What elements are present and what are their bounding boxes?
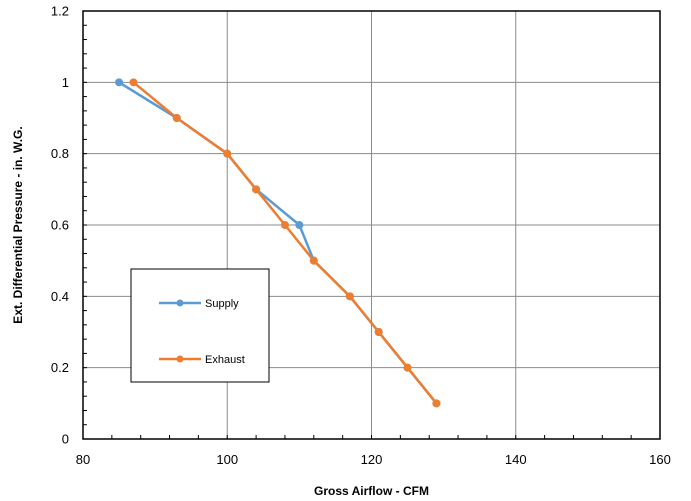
- series-exhaust: [129, 78, 441, 408]
- x-tick-label: 80: [76, 452, 90, 467]
- legend-box: [130, 268, 270, 383]
- exhaust-point: [309, 256, 318, 265]
- exhaust-point: [345, 292, 354, 301]
- supply-point: [295, 221, 304, 229]
- legend: Supply Exhaust: [130, 268, 270, 383]
- x-tick-label: 100: [216, 452, 238, 467]
- exhaust-line: [132, 81, 438, 405]
- x-tick-label: 160: [649, 452, 671, 467]
- y-tick-label: 1: [62, 75, 69, 90]
- exhaust-point: [223, 149, 232, 158]
- legend-label: Supply: [205, 298, 239, 310]
- y-tick-label: 0.8: [51, 146, 69, 161]
- y-tick-label: 0: [62, 432, 69, 447]
- y-tick-label: 1.2: [51, 4, 69, 19]
- exhaust-point: [374, 328, 383, 336]
- y-tick-label: 0.2: [51, 360, 69, 375]
- series-layer: [115, 78, 441, 408]
- exhaust-point: [280, 221, 289, 229]
- exhaust-point: [403, 363, 412, 372]
- x-tick-labels: 80 100 120 140 160: [76, 452, 671, 467]
- legend-swatch-marker: [176, 355, 184, 363]
- exhaust-point: [432, 399, 441, 408]
- exhaust-point: [129, 78, 138, 87]
- minor-ticks: [82, 10, 661, 440]
- y-tick-label: 0.4: [51, 289, 69, 304]
- exhaust-point: [172, 114, 181, 122]
- legend-label: Exhaust: [205, 354, 245, 366]
- y-axis-title: Ext. Differential Pressure - in. W.G.: [11, 126, 25, 323]
- legend-swatch-marker: [176, 299, 184, 307]
- x-tick-label: 140: [505, 452, 527, 467]
- exhaust-point: [252, 185, 261, 194]
- y-tick-label: 0.6: [51, 218, 69, 233]
- x-tick-label: 120: [361, 452, 383, 467]
- x-axis-title: Gross Airflow - CFM: [314, 484, 429, 498]
- y-tick-labels: 0 0.2 0.4 0.6 0.8 1 1.2: [51, 4, 69, 447]
- supply-point: [115, 78, 124, 87]
